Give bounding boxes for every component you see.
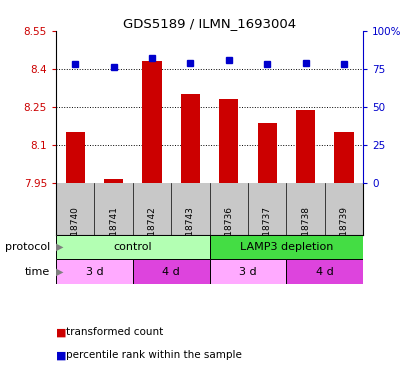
Bar — [219, 99, 238, 183]
Text: 4 d: 4 d — [316, 267, 334, 277]
Text: time: time — [24, 267, 50, 277]
Bar — [334, 132, 354, 183]
Text: GSM718742: GSM718742 — [147, 206, 156, 261]
Bar — [66, 132, 85, 183]
Bar — [210, 260, 286, 284]
Text: LAMP3 depletion: LAMP3 depletion — [240, 242, 333, 252]
Text: 4 d: 4 d — [162, 267, 180, 277]
Text: transformed count: transformed count — [66, 327, 164, 337]
Text: 3 d: 3 d — [85, 267, 103, 277]
Text: GSM718736: GSM718736 — [224, 206, 233, 261]
Bar — [133, 260, 210, 284]
Text: GSM718743: GSM718743 — [186, 206, 195, 261]
Text: GSM718740: GSM718740 — [71, 206, 80, 261]
Bar — [296, 111, 315, 183]
Text: ▶: ▶ — [56, 267, 63, 277]
Text: ■: ■ — [56, 327, 66, 337]
Text: ▶: ▶ — [56, 242, 63, 252]
Bar — [181, 94, 200, 183]
Bar — [210, 235, 363, 260]
Text: control: control — [113, 242, 152, 252]
Bar — [142, 61, 161, 183]
Text: ■: ■ — [56, 350, 66, 360]
Bar — [56, 235, 210, 260]
Bar — [286, 260, 363, 284]
Text: GSM718739: GSM718739 — [339, 206, 349, 261]
Text: percentile rank within the sample: percentile rank within the sample — [66, 350, 242, 360]
Bar — [258, 123, 277, 183]
Bar — [104, 179, 123, 183]
Text: 3 d: 3 d — [239, 267, 257, 277]
Text: GSM718738: GSM718738 — [301, 206, 310, 261]
Bar — [56, 260, 133, 284]
Title: GDS5189 / ILMN_1693004: GDS5189 / ILMN_1693004 — [123, 17, 296, 30]
Text: GSM718741: GSM718741 — [109, 206, 118, 261]
Text: GSM718737: GSM718737 — [263, 206, 272, 261]
Text: protocol: protocol — [5, 242, 50, 252]
